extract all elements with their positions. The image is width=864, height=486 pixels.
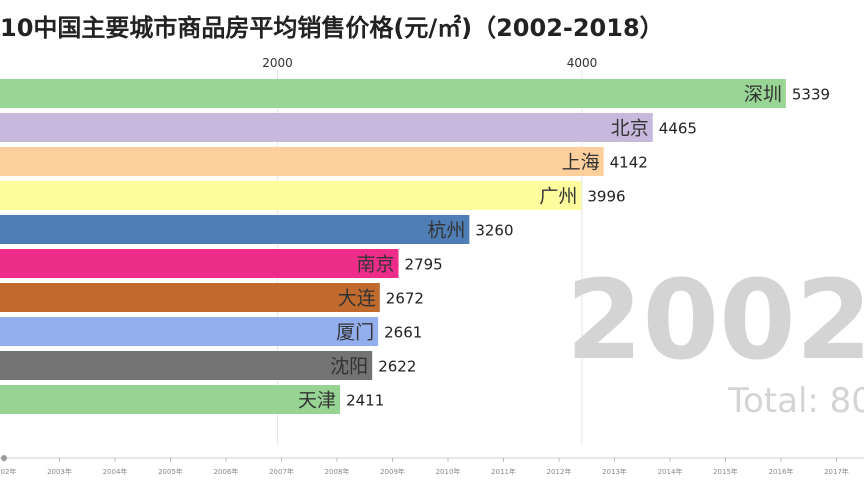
timeline-year-label: 2006年: [214, 467, 239, 476]
bar-category-label: 深圳: [744, 84, 782, 106]
bar-category-label: 北京: [611, 118, 649, 140]
bar-category-label: 杭州: [427, 220, 465, 242]
bar-value-label: 2411: [346, 392, 384, 410]
timeline-year-label: 2009年: [380, 467, 405, 476]
bar-category-label: 广州: [539, 186, 577, 208]
timeline-year-label: 2002年: [0, 467, 16, 476]
bar-2: [0, 147, 604, 176]
bar-value-label: 2622: [378, 358, 416, 376]
current-year-watermark: 2002年: [566, 256, 864, 384]
bar-7: [0, 317, 379, 346]
bar-category-label: 天津: [298, 390, 336, 412]
bar-9: [0, 385, 341, 414]
bar-1: [0, 113, 653, 142]
chart-title: 10中国主要城市商品房平均销售价格(元/㎡)（2002-2018）: [0, 14, 664, 42]
timeline-year-label: 2012年: [547, 467, 572, 476]
timeline-year-label: 2015年: [713, 467, 738, 476]
bar-4: [0, 215, 470, 244]
timeline-year-label: 2004年: [103, 467, 128, 476]
bar-value-label: 5339: [792, 86, 830, 104]
bar-category-label: 大连: [338, 288, 376, 310]
timeline-year-label: 2008年: [325, 467, 350, 476]
bar-value-label: 3996: [587, 188, 625, 206]
bar-value-label: 4142: [610, 154, 648, 172]
bar-category-label: 南京: [357, 254, 395, 276]
x-tick-label: 2000: [262, 56, 293, 70]
bar-value-label: 4465: [659, 120, 697, 138]
timeline-year-label: 2016年: [769, 467, 794, 476]
timeline-year-label: 2017年: [824, 467, 849, 476]
timeline-year-label: 2005年: [158, 467, 183, 476]
bar-category-label: 厦门: [336, 322, 374, 344]
bar-value-label: 2672: [386, 290, 424, 308]
bar-value-label: 2795: [405, 256, 443, 274]
bar-6: [0, 283, 380, 312]
bar-3: [0, 181, 582, 210]
timeline-year-label: 2003年: [47, 467, 72, 476]
bar-8: [0, 351, 373, 380]
bar-value-label: 3260: [475, 222, 513, 240]
bar-category-label: 沈阳: [330, 356, 368, 378]
timeline-marker[interactable]: [1, 455, 7, 461]
bar-category-label: 上海: [562, 152, 600, 174]
bar-5: [0, 249, 399, 278]
bar-0: [0, 79, 786, 108]
x-tick-label: 4000: [567, 56, 598, 70]
timeline-year-label: 2011年: [491, 467, 516, 476]
bar-value-label: 2661: [384, 324, 422, 342]
total-label: Total: 80: [727, 381, 864, 421]
timeline-year-label: 2010年: [436, 467, 461, 476]
timeline-year-label: 2013年: [602, 467, 627, 476]
timeline-year-label: 2014年: [658, 467, 683, 476]
timeline-year-label: 2007年: [269, 467, 294, 476]
